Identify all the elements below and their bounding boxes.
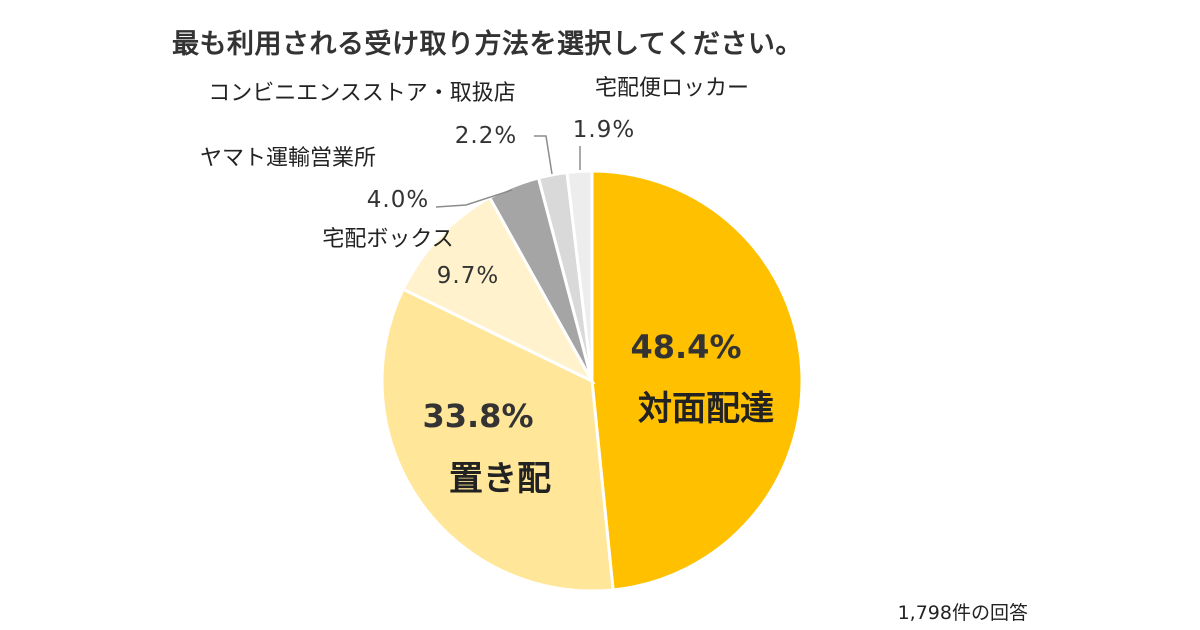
slice-category-label: 対面配達	[638, 389, 774, 429]
response-count: 1,798件の回答	[897, 602, 1028, 624]
leader-line	[435, 189, 513, 208]
slice-value-label: 48.4%	[630, 328, 741, 366]
slice-category-label: 宅配ボックス	[322, 227, 453, 252]
slice-value-label: 2.2%	[455, 123, 517, 149]
leader-line	[534, 135, 553, 175]
pie-slice	[590, 169, 804, 592]
slice-category-label: コンビニエンスストア・取扱店	[208, 81, 516, 106]
pie-slice	[565, 169, 594, 382]
slice-value-label: 33.8%	[422, 397, 533, 435]
pie-slice	[401, 195, 596, 385]
chart-title: 最も利用される受け取り方法を選択してください。	[172, 29, 803, 60]
slice-value-label: 4.0%	[367, 187, 429, 213]
slice-value-label: 1.9%	[573, 117, 635, 143]
slice-category-label: 宅配便ロッカー	[595, 76, 749, 101]
slice-category-label: ヤマト運輸営業所	[200, 146, 376, 171]
slice-value-label: 9.7%	[437, 263, 499, 289]
slice-category-label: 置き配	[449, 459, 551, 499]
